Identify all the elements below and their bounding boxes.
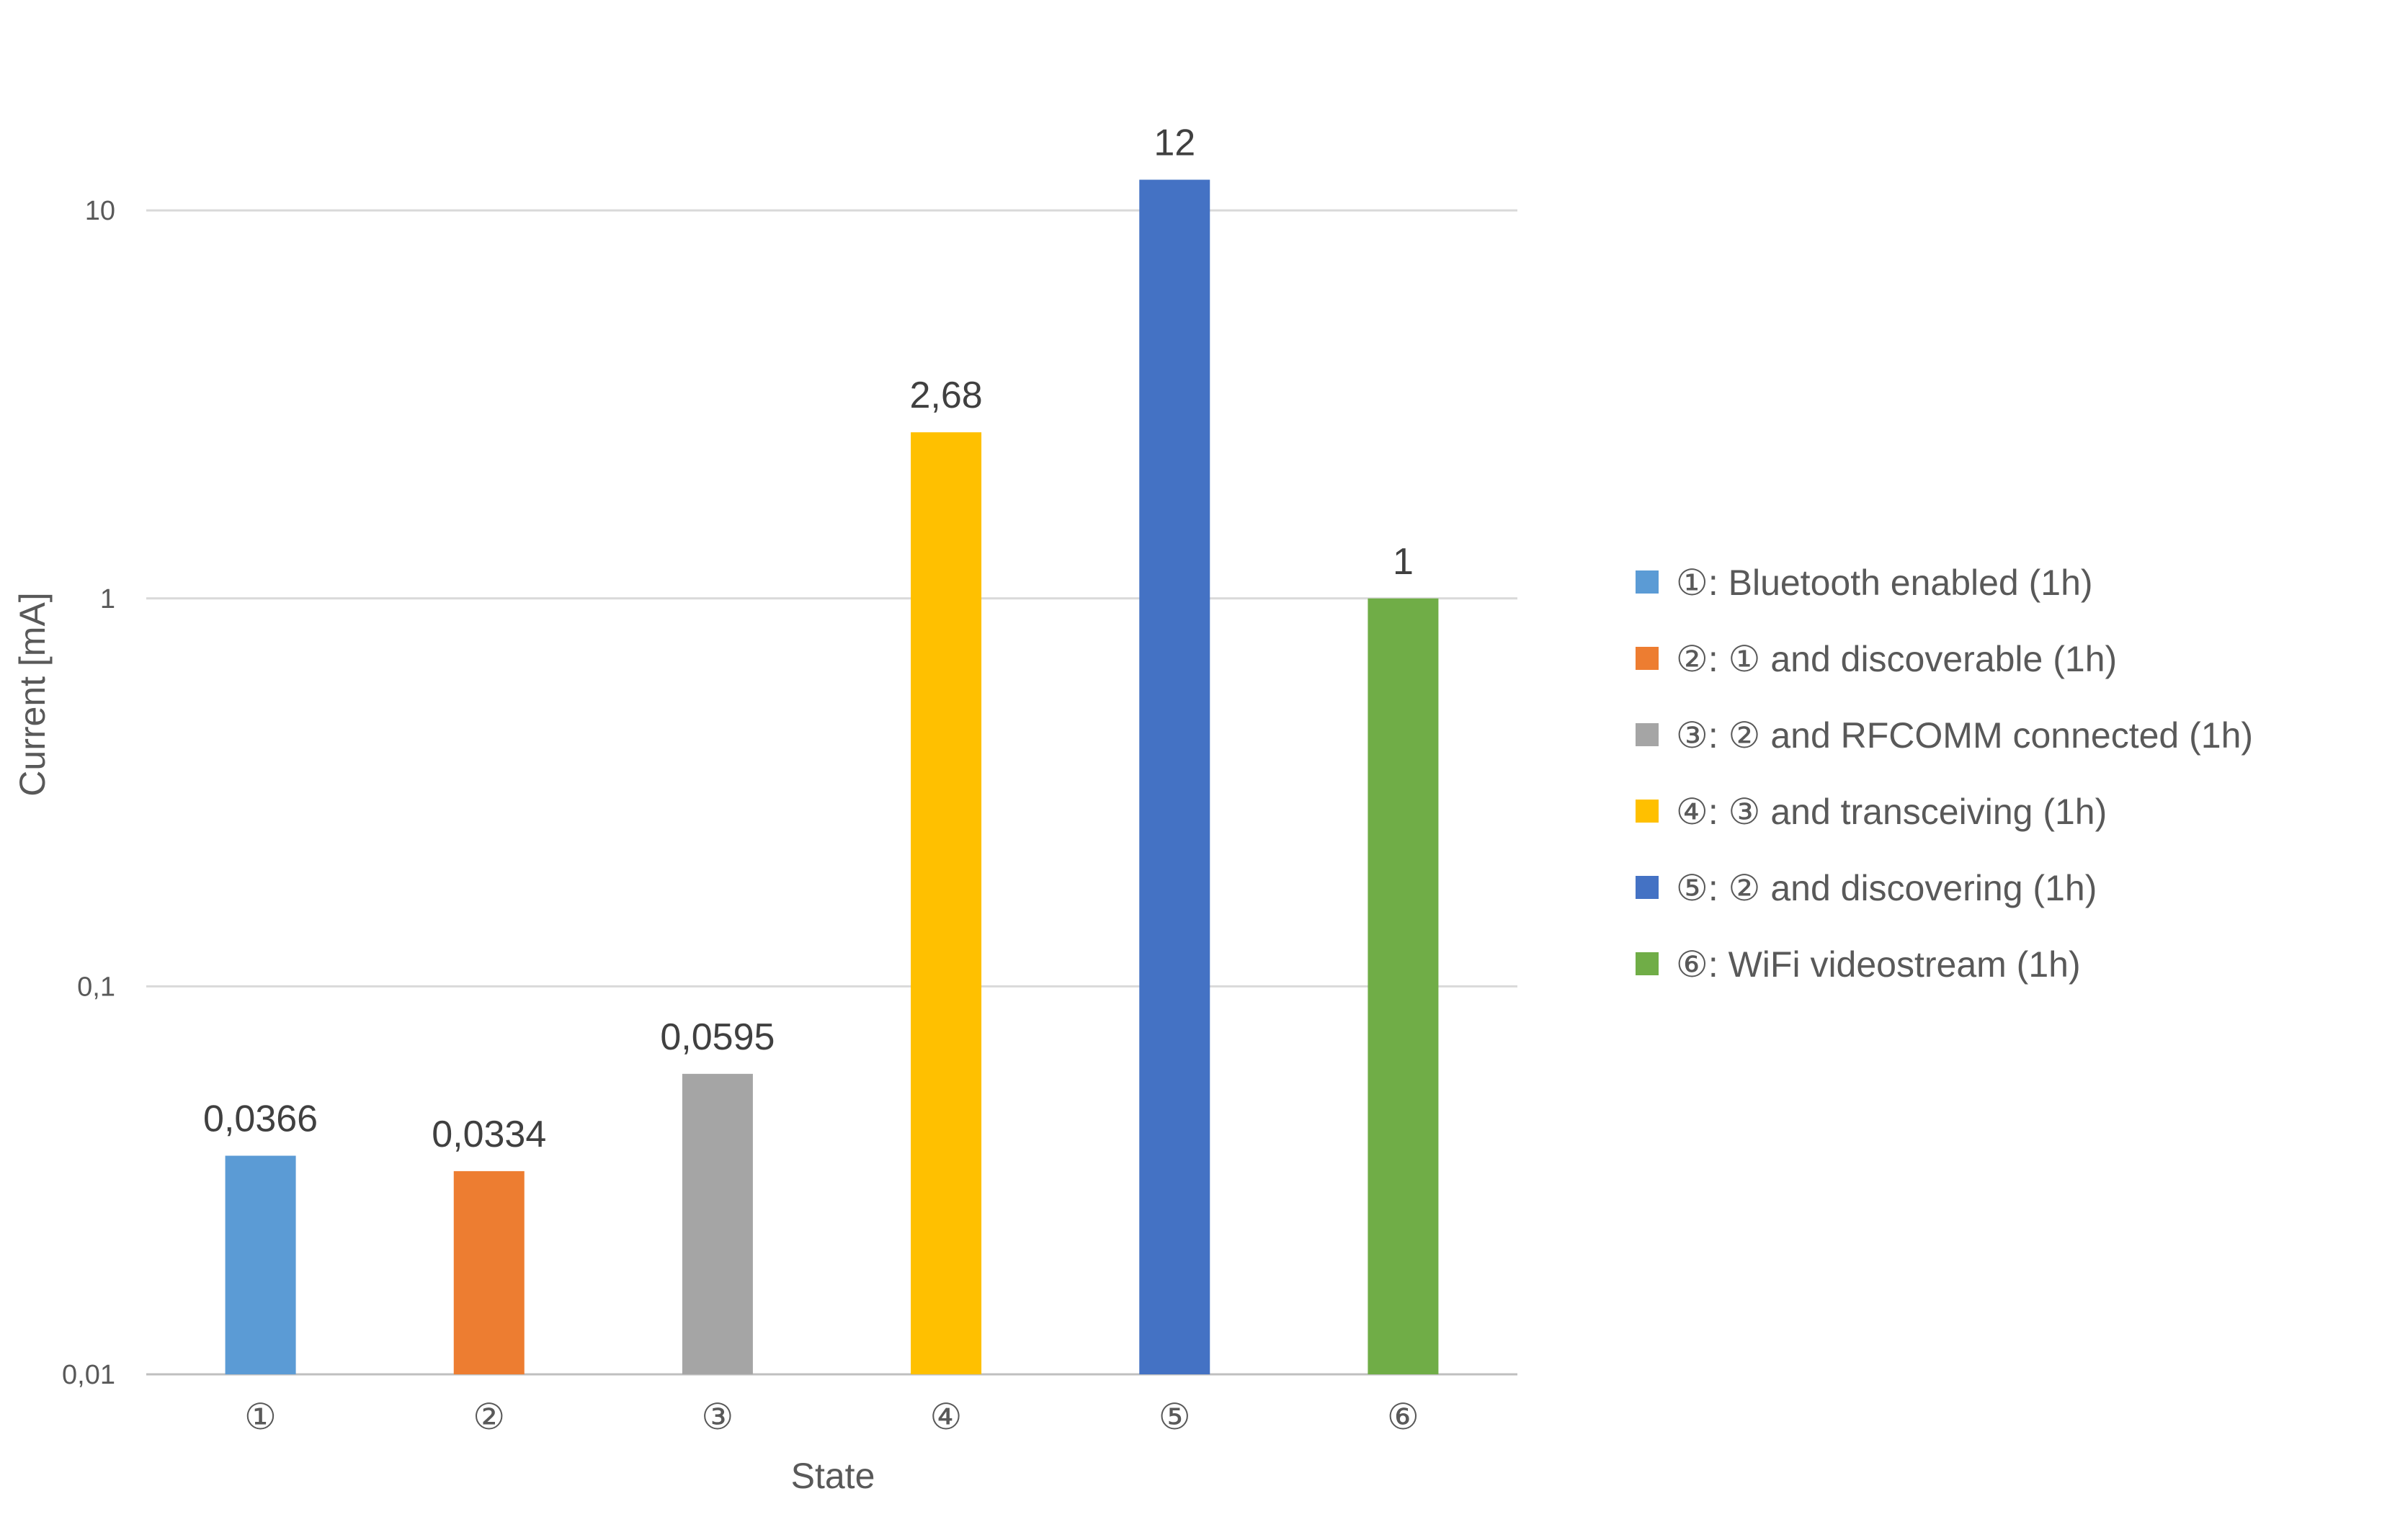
- bar: [225, 1155, 296, 1374]
- x-tick-label: ②: [473, 1397, 505, 1437]
- x-axis-title: State: [791, 1456, 875, 1496]
- y-axis-title: Current [mA]: [12, 592, 53, 796]
- gridlines: [146, 209, 1517, 1376]
- bar: [1368, 598, 1439, 1374]
- bar: [682, 1073, 753, 1374]
- data-label: 0,0334: [432, 1114, 546, 1155]
- legend-item-label: ①: Bluetooth enabled (1h): [1676, 563, 2093, 603]
- data-label: 1: [1393, 541, 1414, 583]
- data-label: 12: [1154, 122, 1195, 164]
- y-tick-label: 0,01: [62, 1360, 115, 1390]
- legend-swatch: [1636, 647, 1659, 670]
- legend-item-label: ⑥: WiFi videostream (1h): [1676, 944, 2081, 985]
- y-tick-label: 10: [85, 196, 115, 226]
- data-label: 2,68: [909, 375, 982, 416]
- data-labels: 0,0366 0,0334 0,0595 2,68 12 1: [203, 122, 1414, 1155]
- x-tick-label: ⑤: [1159, 1397, 1191, 1437]
- y-tick-label: 1: [100, 584, 115, 614]
- data-label: 0,0595: [660, 1016, 775, 1058]
- legend-item-label: ③: ② and RFCOMM connected (1h): [1676, 715, 2253, 756]
- legend-swatch: [1636, 800, 1659, 823]
- bar: [453, 1170, 525, 1374]
- legend: ①: Bluetooth enabled (1h) ②: ① and discov…: [1636, 563, 2253, 985]
- y-axis-ticks: 0,01 0,1 1 10: [62, 196, 115, 1390]
- x-tick-label: ④: [930, 1397, 963, 1437]
- x-tick-label: ③: [702, 1397, 734, 1437]
- x-tick-label: ⑥: [1387, 1397, 1419, 1437]
- data-label: 0,0366: [203, 1098, 318, 1140]
- x-axis-ticks: ① ② ③ ④ ⑤ ⑥: [244, 1397, 1419, 1437]
- bar: [1139, 179, 1210, 1374]
- x-tick-label: ①: [244, 1397, 277, 1437]
- legend-item-label: ④: ③ and transceiving (1h): [1676, 792, 2107, 832]
- y-tick-label: 0,1: [77, 972, 115, 1002]
- bars: [225, 179, 1439, 1374]
- legend-swatch: [1636, 570, 1659, 594]
- bar: [911, 432, 982, 1374]
- legend-item-label: ⑤: ② and discovering (1h): [1676, 868, 2097, 908]
- legend-swatch: [1636, 952, 1659, 975]
- legend-swatch: [1636, 876, 1659, 899]
- legend-swatch: [1636, 723, 1659, 746]
- legend-item-label: ②: ① and discoverable (1h): [1676, 639, 2117, 679]
